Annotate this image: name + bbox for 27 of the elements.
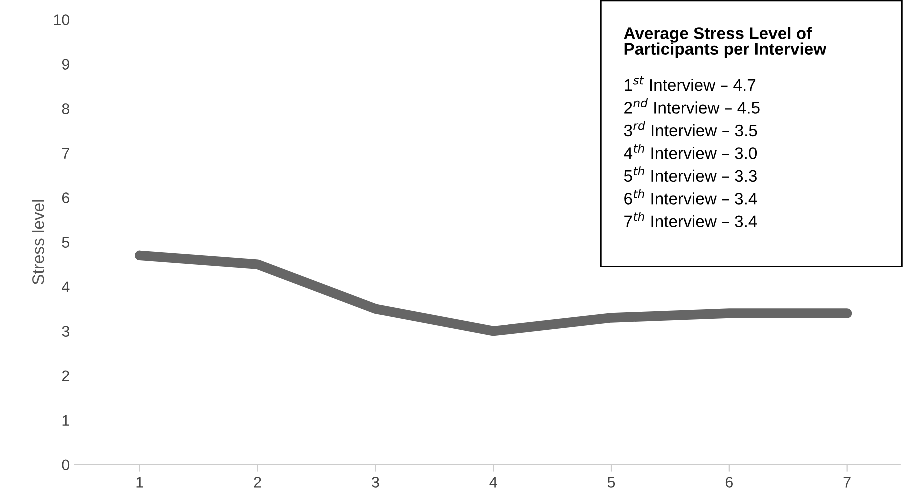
x-tick-label: 4 [490,477,498,488]
y-tick-label: 2 [62,370,70,382]
annotation: 7$^{th}$ Interview – 3.4 [624,212,758,228]
annotation: 2$^{nd}$ Interview – 4.5 [624,98,760,114]
annotation: Average Stress Level of Participants per Interview [624,27,827,58]
y-tick-label: 1 [62,415,70,426]
y-tick-label: 6 [62,192,70,204]
y-tick-label: 7 [62,148,70,159]
annotation: 3$^{rd}$ Interview – 3.5 [624,121,758,137]
y-axis-title: Stress level [32,200,44,285]
y-tick-label: 3 [62,326,70,338]
y-tick-label: 8 [62,104,70,114]
annotation: 5$^{th}$ Interview – 3.3 [624,166,757,182]
y-tick-label: 9 [62,59,70,70]
x-tick-label: 5 [608,477,616,488]
y-tick-label: 0 [62,460,70,471]
y-tick-label: 10 [54,14,70,26]
x-tick-label: 7 [844,477,851,488]
annotation: 4$^{th}$ Interview – 3.0 [624,144,758,160]
y-tick-label: 5 [62,237,70,248]
annotation: 6$^{th}$ Interview – 3.4 [624,189,758,205]
x-tick-label: 3 [372,477,380,488]
x-tick-label: 6 [726,477,733,488]
x-tick-label: 2 [254,477,262,488]
x-tick-label: 1 [136,477,144,488]
annotation: 1$^{st}$ Interview – 4.7 [625,76,756,92]
y-tick-label: 4 [62,282,70,292]
